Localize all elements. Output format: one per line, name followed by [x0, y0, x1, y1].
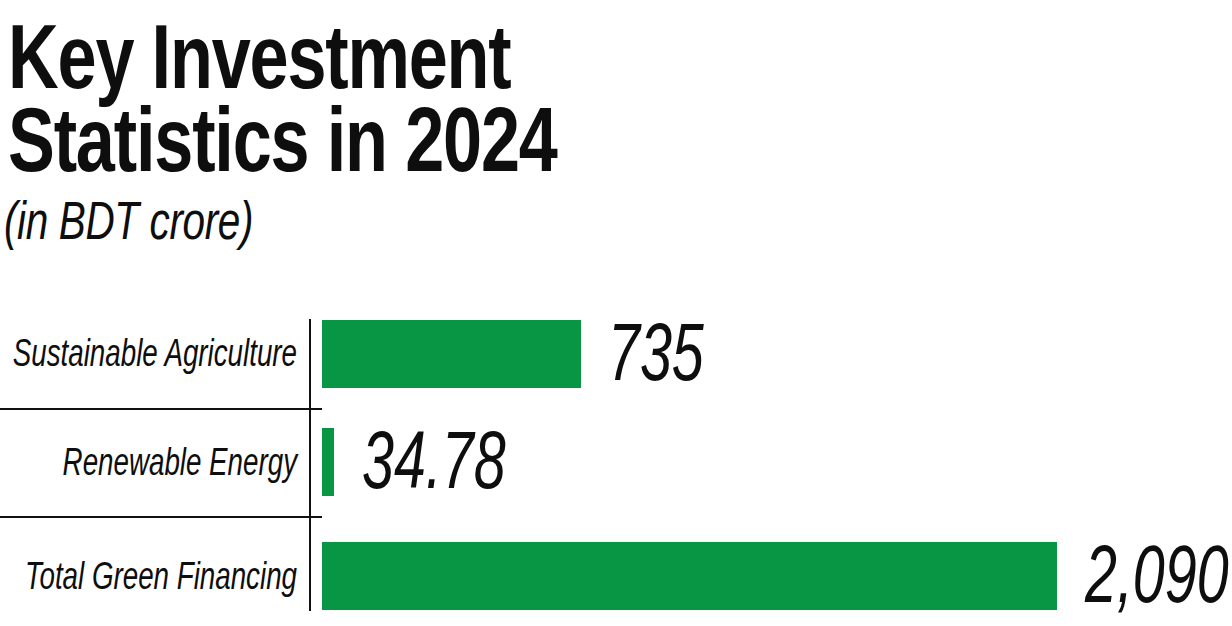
chart-row: Renewable Energy 34.78 — [0, 408, 1232, 516]
chart-title: Key InvestmentStatistics in 2024 — [8, 16, 557, 182]
chart-row: Sustainable Agriculture 735 — [0, 299, 1232, 408]
chart-row: Total Green Financing 2,090 — [0, 516, 1232, 626]
category-label: Total Green Financing — [80, 516, 297, 626]
infographic-canvas: Key InvestmentStatistics in 2024 (in BDT… — [0, 0, 1232, 626]
bar-renewable-energy — [322, 428, 334, 496]
category-label: Sustainable Agriculture — [80, 299, 297, 408]
bar-sustainable-agriculture — [322, 320, 581, 388]
chart-title-line2: Statistics in 2024 — [8, 90, 557, 190]
value-label: 2,090 — [1085, 533, 1229, 615]
value-label: 735 — [608, 311, 704, 393]
category-label: Renewable Energy — [80, 408, 297, 516]
chart-subtitle: (in BDT crore) — [4, 193, 253, 247]
bar-total-green-financing — [322, 542, 1057, 610]
value-label: 34.78 — [362, 419, 506, 501]
bar-chart: Sustainable Agriculture 735 Renewable Ener… — [0, 299, 1232, 626]
